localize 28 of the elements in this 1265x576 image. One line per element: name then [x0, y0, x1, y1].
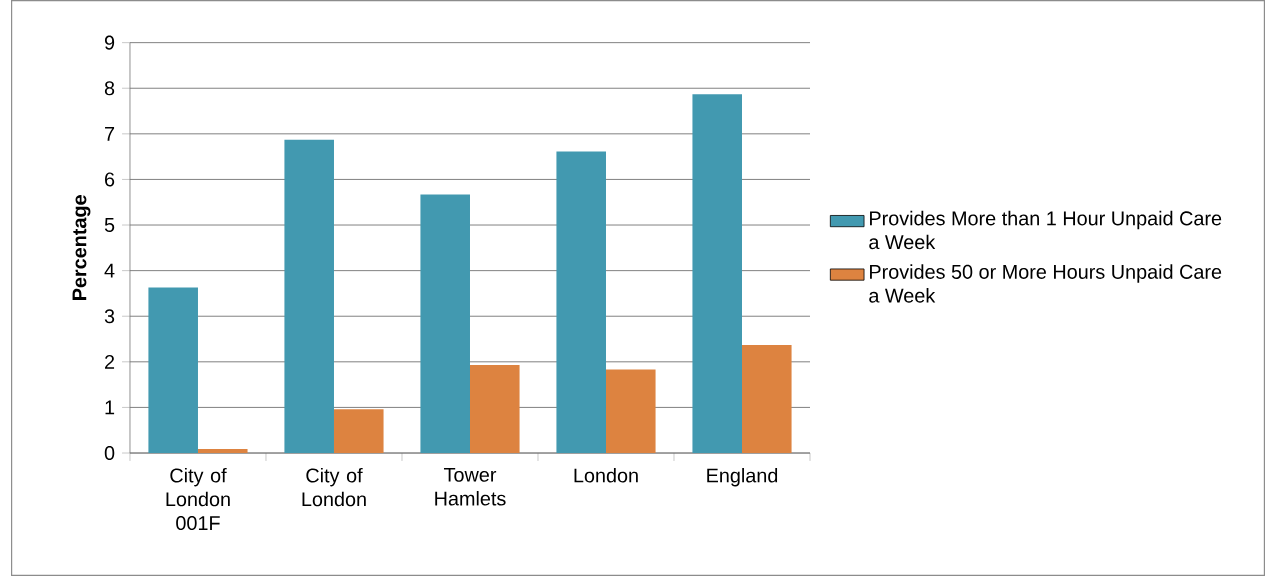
y-tick-label: 5	[104, 218, 115, 232]
bar	[742, 344, 792, 454]
x-tick-label: London	[574, 467, 638, 483]
bar	[197, 448, 248, 454]
bar	[692, 94, 742, 454]
y-tick-label: 7	[105, 127, 115, 141]
y-tick-label: 9	[104, 35, 115, 50]
bar	[606, 369, 656, 454]
x-tick-label: Tower Hamlets	[435, 467, 506, 506]
legend-label: Provides More than 1 Hour Unpaid Care a Week	[869, 210, 1222, 250]
y-tick-label: 4	[104, 263, 115, 278]
y-axis-title: Percentage	[72, 195, 91, 300]
bar	[420, 194, 470, 454]
y-tick-label: 8	[104, 81, 115, 96]
bar	[556, 151, 606, 454]
bar	[333, 409, 384, 454]
x-tick-label: City of London	[302, 467, 366, 507]
y-tick-label: 6	[105, 172, 115, 187]
bar	[284, 139, 334, 454]
y-tick-label: 1	[105, 400, 115, 415]
bar	[470, 365, 520, 454]
bar	[148, 287, 198, 454]
legend-label: Provides 50 or More Hours Unpaid Care a Week	[869, 264, 1222, 303]
x-tick-label: City of London 001F	[166, 467, 230, 531]
y-tick-label: 2	[105, 354, 115, 369]
x-tick-label: England	[707, 467, 778, 487]
y-tick-label: 0	[104, 446, 115, 461]
y-tick-label: 3	[104, 309, 115, 324]
